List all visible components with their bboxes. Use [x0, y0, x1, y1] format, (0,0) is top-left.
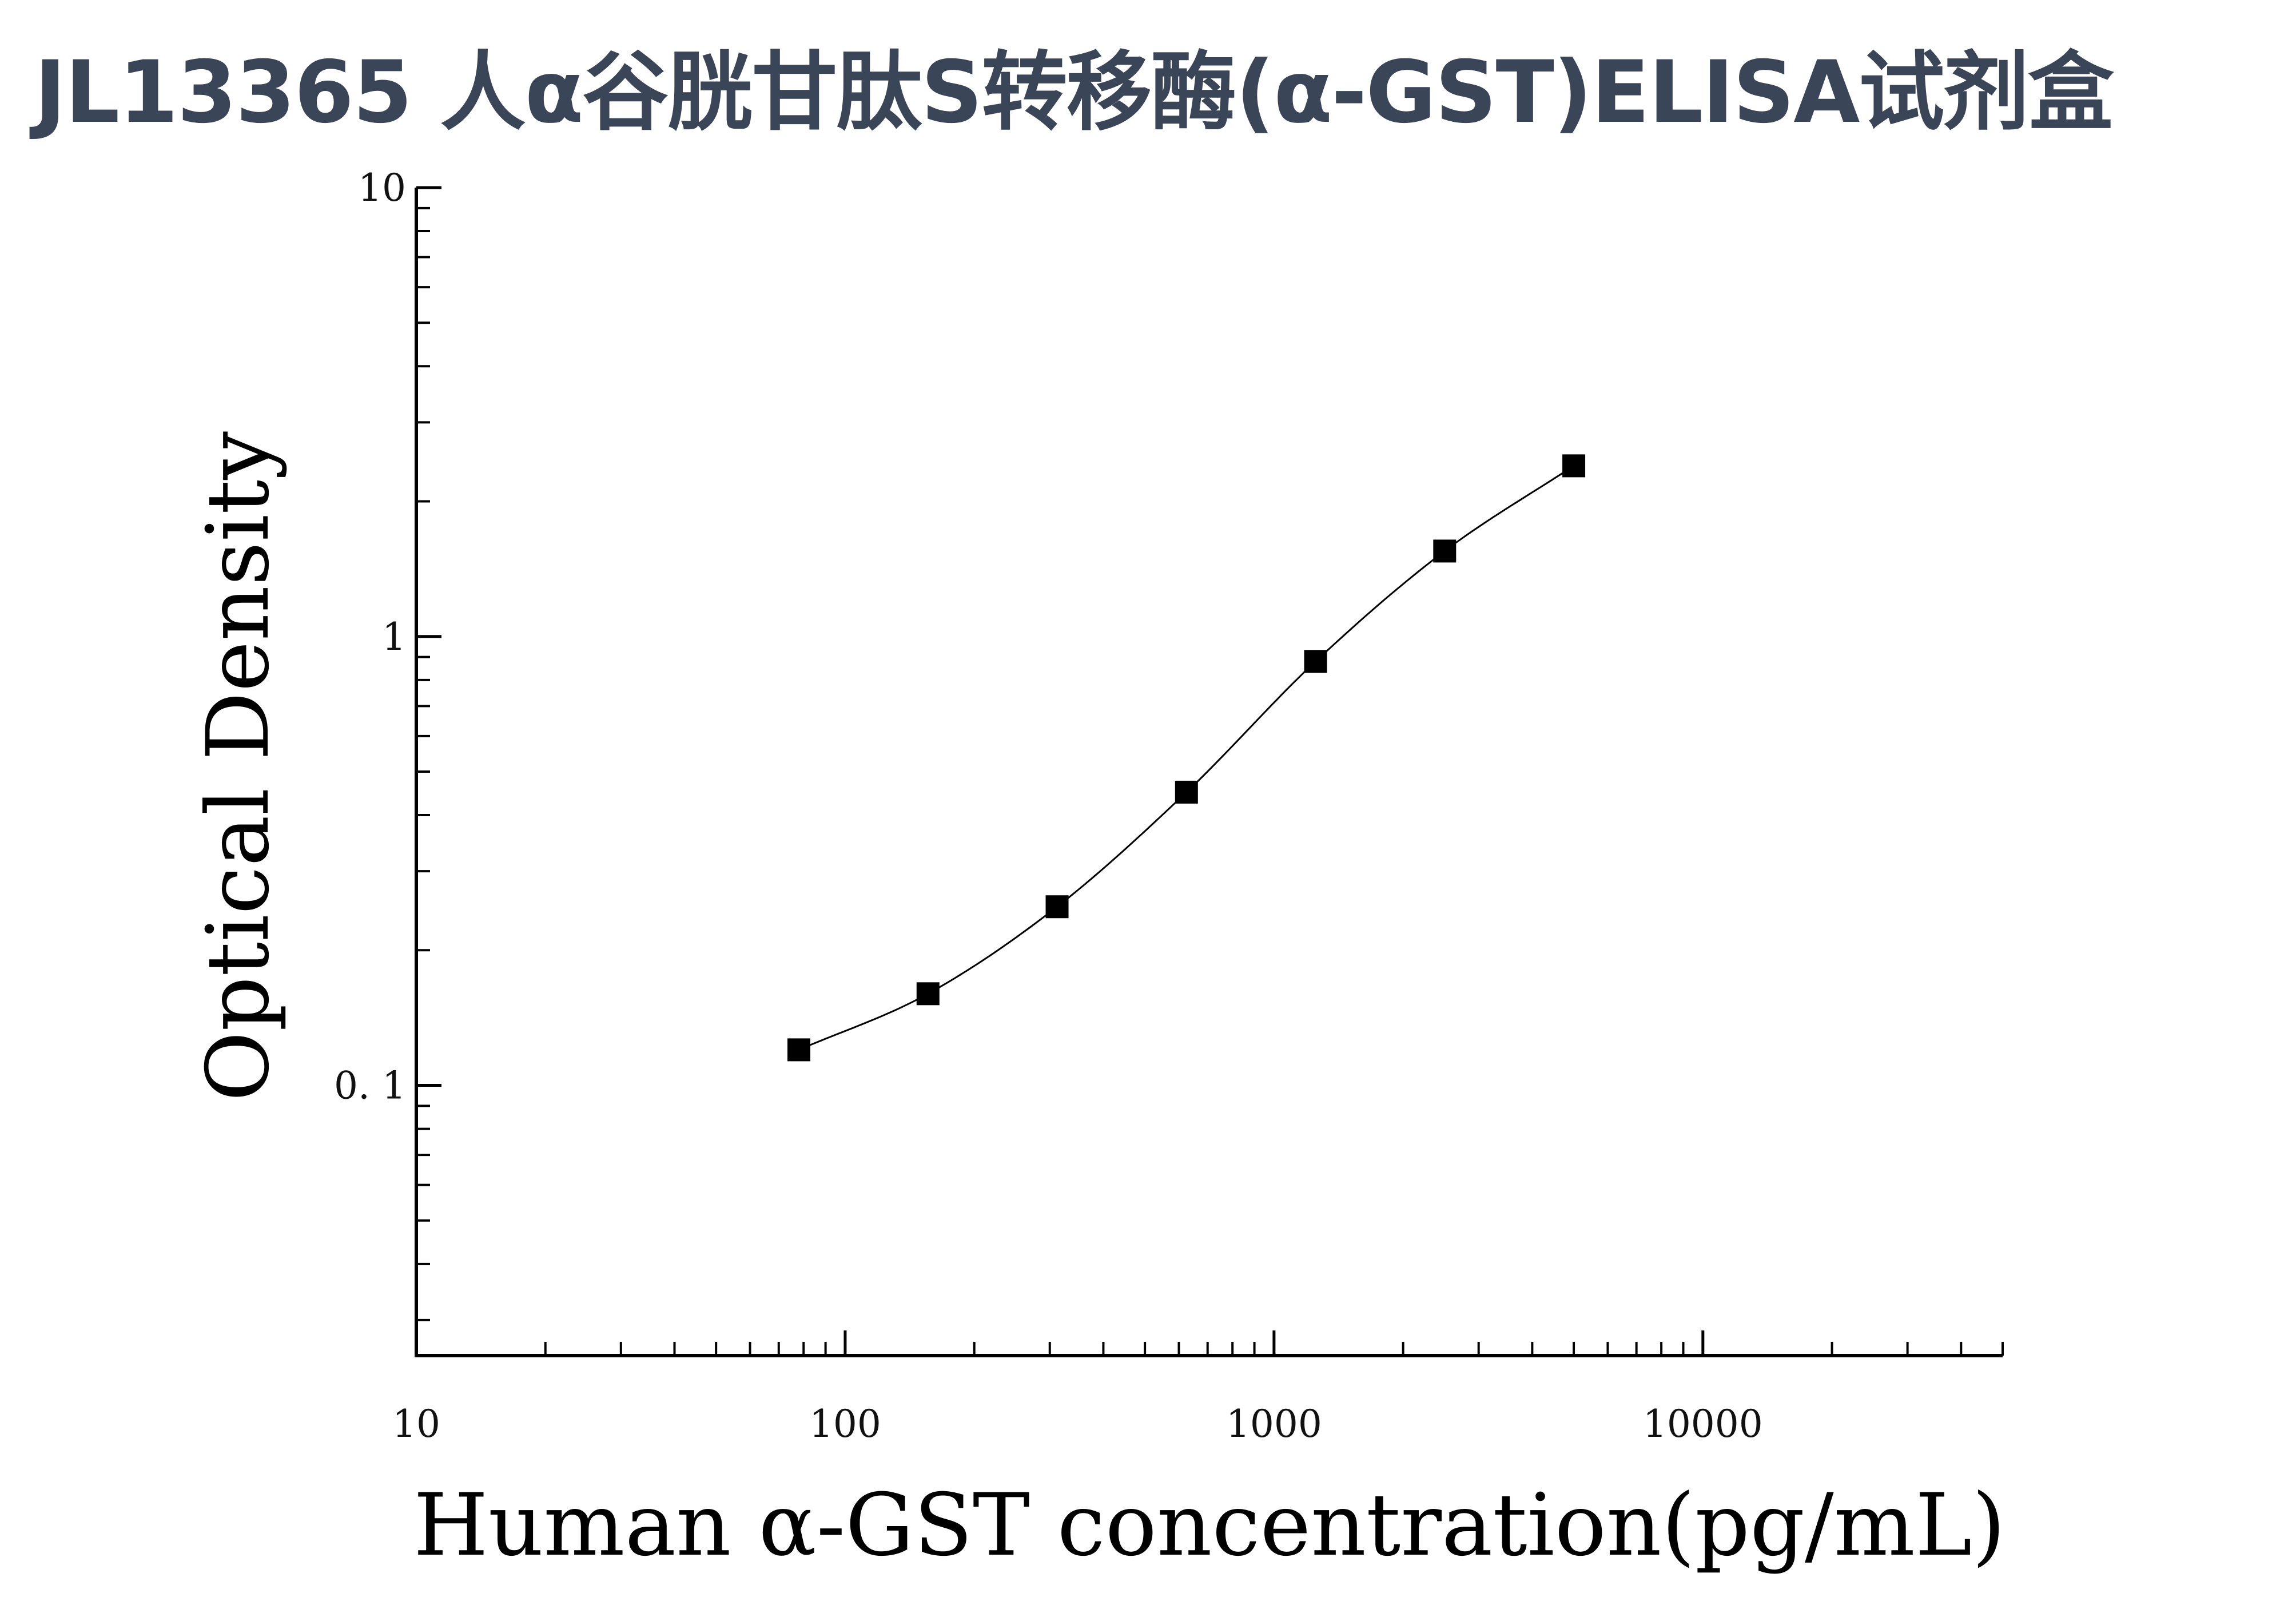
axis-ticks [415, 186, 2004, 1356]
data-points [787, 454, 1586, 1062]
x-tick-label: 10000 [1643, 1402, 1763, 1446]
x-tick-label: 1000 [1226, 1402, 1322, 1446]
data-point [1304, 650, 1327, 673]
data-point [787, 1038, 811, 1062]
y-tick-label: 10 [358, 166, 406, 210]
data-point [916, 982, 940, 1006]
page-title: JL13365 人α谷胱甘肽S转移酶(α-GST)ELISA试剂盒 [34, 43, 2114, 142]
data-point [1433, 539, 1457, 563]
y-tick-label: 1 [382, 615, 406, 659]
data-point [1045, 895, 1069, 919]
y-tick-label: 0. 1 [334, 1064, 406, 1108]
y-axis-label: Optical Density [189, 431, 288, 1102]
data-point [1562, 454, 1586, 478]
data-point [1175, 780, 1198, 804]
x-tick-label: 10 [392, 1402, 440, 1446]
fit-curve [798, 465, 1574, 1051]
x-tick-label: 100 [809, 1402, 881, 1446]
tick-labels: 10 100 1000 10000 0. 1 1 10 [334, 166, 1763, 1446]
x-axis-label: Human α-GST concentration(pg/mL) [413, 1476, 2005, 1575]
